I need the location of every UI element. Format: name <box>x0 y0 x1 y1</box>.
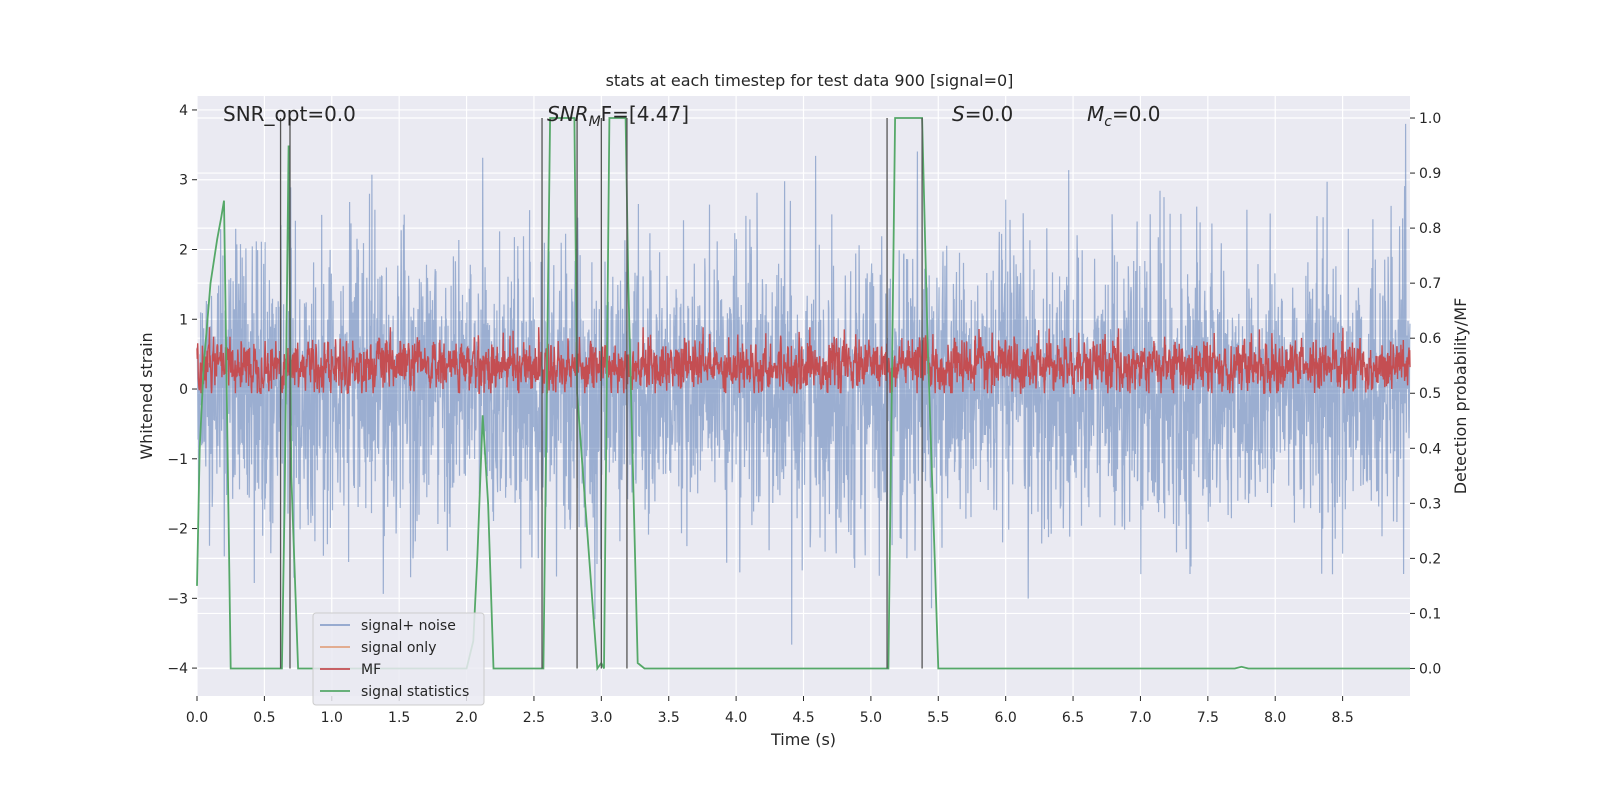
y-right-tick-label: 0.0 <box>1419 661 1441 677</box>
x-tick-label: 1.5 <box>388 710 410 726</box>
annotation-snr-mf-sub: M <box>589 114 601 130</box>
annotation-s-label: S <box>952 102 965 126</box>
y-tick-label: 3 <box>179 173 188 189</box>
legend-box <box>312 612 485 706</box>
legend-label-mf: MF <box>361 662 381 678</box>
y-right-tick-label: 0.4 <box>1419 441 1441 457</box>
x-tick-label: 6.0 <box>995 710 1017 726</box>
x-tick-label: 4.0 <box>725 710 747 726</box>
y-tick-label: 1 <box>179 312 188 328</box>
x-tick-label: 4.5 <box>792 710 814 726</box>
x-tick-label: 7.0 <box>1129 710 1151 726</box>
annotation-snr-mf: SNRMF=[4.47] <box>547 102 689 130</box>
x-tick-label: 8.0 <box>1264 710 1286 726</box>
x-tick-label: 3.0 <box>590 710 612 726</box>
legend-label-signal-noise: signal+ noise <box>361 618 456 634</box>
chart-title: stats at each timestep for test data 900… <box>606 71 1014 90</box>
y-right-tick-label: 0.8 <box>1419 221 1441 237</box>
series-mf <box>196 327 1411 394</box>
series-signal-statistics <box>196 117 1410 672</box>
x-tick-label: 2.0 <box>455 710 477 726</box>
y-right-tick-label: 0.9 <box>1419 166 1441 182</box>
x-tick-label: 2.5 <box>523 710 545 726</box>
y-axis-label: Whitened strain <box>137 332 156 459</box>
series-line-signal-noise <box>196 123 1411 645</box>
x-tick-label: 7.5 <box>1197 710 1219 726</box>
annotation-snr-mf-main: SNR <box>547 102 589 126</box>
legend-label-signal-statistics: signal statistics <box>361 684 469 700</box>
x-tick-label: 0.0 <box>186 710 208 726</box>
annotation-mc-sub: c <box>1104 114 1112 130</box>
y-tick-label: −2 <box>167 522 188 538</box>
y-right-tick-label: 0.7 <box>1419 276 1441 292</box>
y-right-tick-label: 1.0 <box>1419 111 1441 127</box>
x-tick-label: 5.0 <box>860 710 882 726</box>
y-tick-label: −3 <box>167 591 188 607</box>
y-tick-label: −1 <box>167 452 188 468</box>
y-right-tick-label: 0.6 <box>1419 331 1441 347</box>
annotation-mc-label: M <box>1087 102 1104 126</box>
y-right-tick-label: 0.5 <box>1419 386 1441 402</box>
annotation-s-value: =0.0 <box>965 102 1014 126</box>
axis-ticks: 0.0 0.5 1.0 1.5 2.0 2.5 3.0 3.5 4.0 4.5 5.0 5.5 6.0 6… <box>167 103 1441 726</box>
x-tick-label: 5.5 <box>927 710 949 726</box>
x-tick-label: 6.5 <box>1062 710 1084 726</box>
annotation-snr-opt: SNR_opt=0.0 <box>223 102 356 126</box>
series-signal-noise <box>196 123 1411 645</box>
y-tick-label: 0 <box>179 382 188 398</box>
x-tick-label: 8.5 <box>1331 710 1353 726</box>
y-axis-right-label: Detection probability/MF <box>1451 298 1470 495</box>
x-tick-label: 0.5 <box>253 710 275 726</box>
y-right-tick-label: 0.3 <box>1419 496 1441 512</box>
y-right-tick-label: 0.2 <box>1419 551 1441 567</box>
series-line-signal-statistics <box>196 117 1410 672</box>
vertical-markers <box>279 118 923 669</box>
annotation-mc: Mc=0.0 <box>1087 102 1161 130</box>
annotation-mc-value: =0.0 <box>1112 102 1161 126</box>
y-tick-label: 4 <box>179 103 188 119</box>
legend-label-signal-only: signal only <box>361 640 436 656</box>
x-axis-label: Time (s) <box>770 730 836 749</box>
y-tick-label: 2 <box>179 242 188 258</box>
x-tick-label: 1.0 <box>321 710 343 726</box>
y-right-tick-label: 0.1 <box>1419 606 1441 622</box>
annotation-snr-mf-rest: F=[4.47] <box>601 102 689 126</box>
x-tick-label: 3.5 <box>658 710 680 726</box>
y-tick-label: −4 <box>167 661 188 677</box>
series-line-mf <box>196 327 1411 394</box>
legend: signal+ noise signal only MF signal stat… <box>312 612 485 706</box>
annotation-s: S=0.0 <box>952 102 1013 126</box>
